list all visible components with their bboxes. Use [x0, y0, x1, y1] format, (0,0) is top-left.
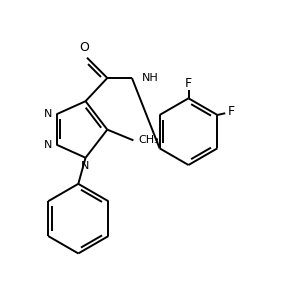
Text: NH: NH	[142, 73, 158, 83]
Text: F: F	[185, 77, 192, 90]
Text: CH₃: CH₃	[139, 135, 160, 145]
Text: N: N	[44, 140, 52, 150]
Text: F: F	[228, 105, 235, 118]
Text: O: O	[79, 41, 89, 54]
Text: N: N	[81, 161, 90, 172]
Text: N: N	[44, 109, 52, 119]
